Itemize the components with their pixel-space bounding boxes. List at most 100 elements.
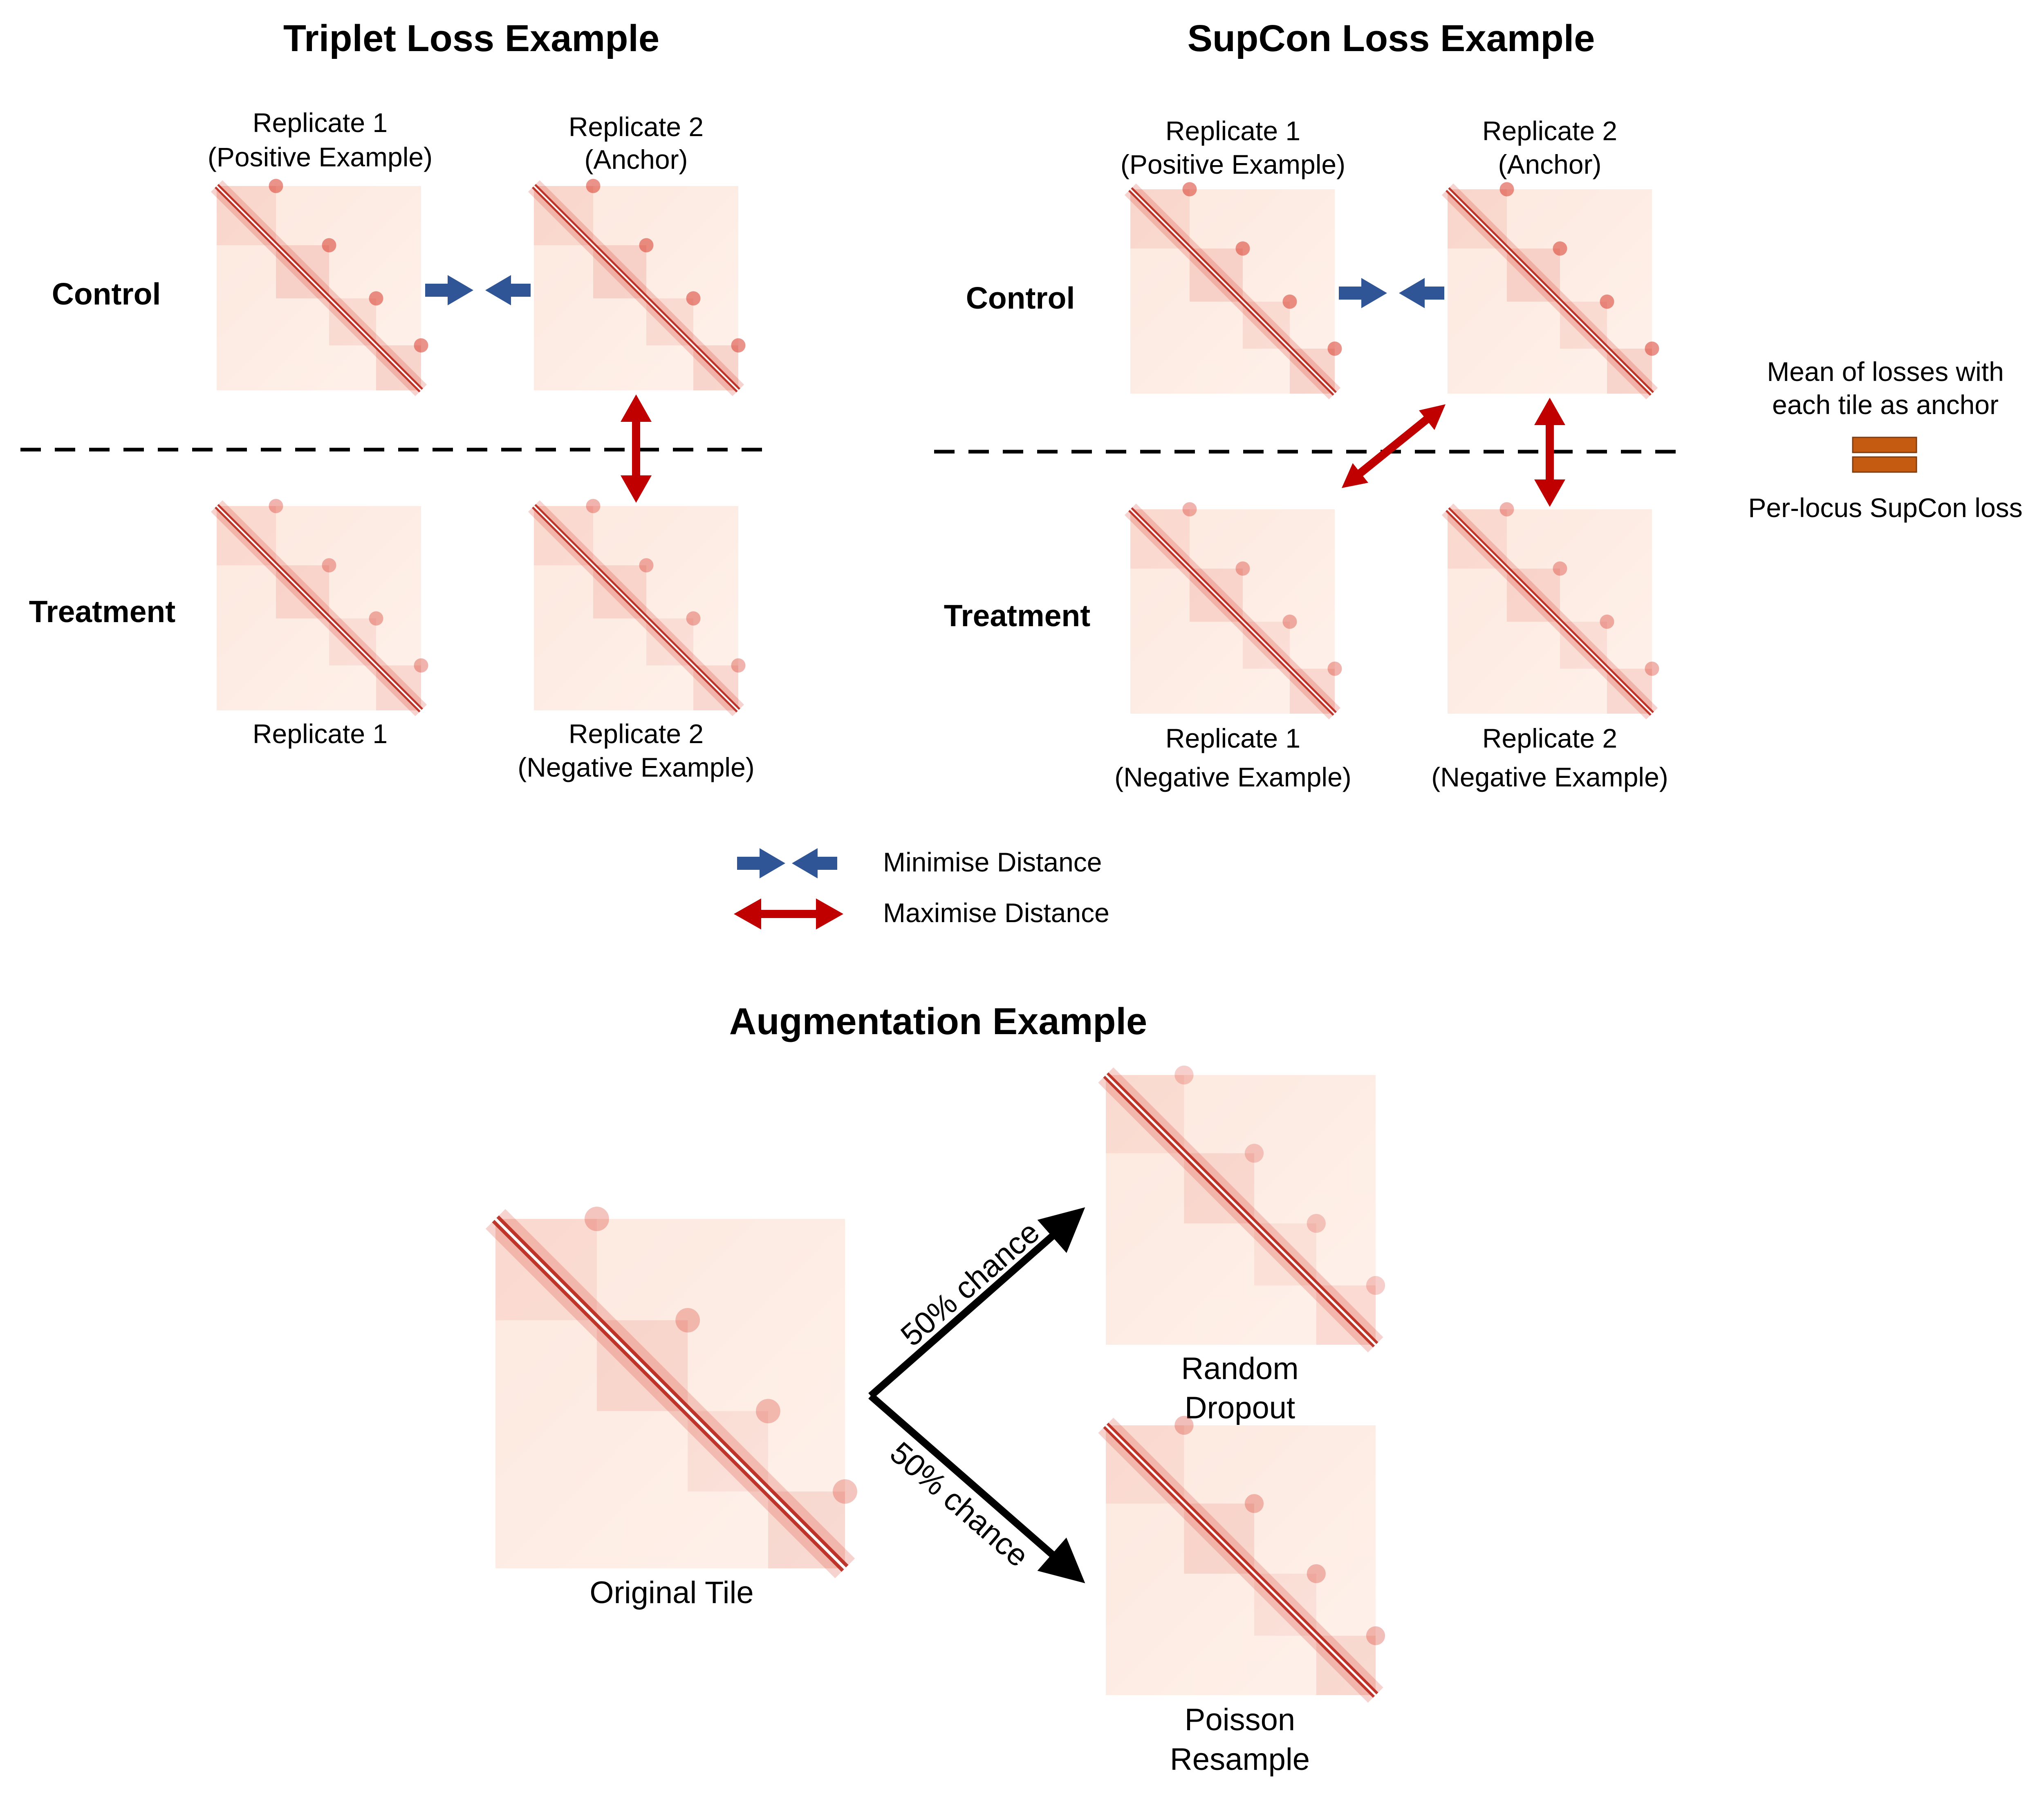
augmentation-poisson-tile-corner-peak — [1366, 1626, 1385, 1645]
supcon-minimise-arrow-right-icon — [1339, 278, 1387, 308]
supcon-ctrl-rep1-title: Replicate 1 — [1165, 116, 1300, 146]
augmentation-dropout-label-line2: Dropout — [1185, 1391, 1295, 1425]
supcon-treatment-rep1-tile-corner-peak — [1182, 502, 1197, 517]
supcon-minimise-arrows — [1339, 278, 1444, 308]
supcon-treat-rep2-role: (Negative Example) — [1431, 762, 1668, 792]
triplet-maximise-arrow-down-icon — [621, 475, 652, 503]
triplet-treatment-rep2-tile-corner-peak — [639, 558, 654, 573]
augmentation-dropout-tile-corner-peak — [1174, 1065, 1194, 1085]
augmentation-dropout-tile-corner-peak — [1307, 1214, 1326, 1233]
legend-minimise-label: Minimise Distance — [883, 847, 1102, 877]
triplet-control-rep2-tile-diagonal-centre — [533, 185, 739, 391]
supcon-treatment-rep2-tile — [1441, 502, 1659, 720]
triplet-treatment-rep1-tile-diagonal-centre — [216, 505, 422, 711]
equals-sign-bottom-bar-icon — [1852, 456, 1917, 473]
branch-arrow-up-icon — [868, 1207, 1085, 1399]
augmentation-poisson-label-line2: Resample — [1170, 1742, 1310, 1777]
supcon-control-rep2-tile-corner-peak — [1600, 294, 1614, 309]
supcon-treat-rep2-title: Replicate 2 — [1482, 723, 1617, 753]
legend-maximise-label: Maximise Distance — [883, 898, 1109, 928]
supcon-diagonal-arrow-shaft — [1356, 414, 1432, 478]
supcon-ctrl-rep2-role: (Anchor) — [1498, 149, 1601, 179]
legend-minimise-arrow-left-icon — [792, 848, 837, 878]
supcon-title: SupCon Loss Example — [1188, 18, 1595, 59]
triplet-ctrl-rep2-title: Replicate 2 — [569, 112, 704, 142]
triplet-control-rep1-tile-corner-peak — [414, 338, 428, 353]
triplet-row-control: Control — [52, 277, 161, 311]
legend-minimise-arrow-right-icon — [737, 848, 785, 878]
triplet-control-rep2-tile-corner-peak — [686, 291, 701, 306]
supcon-side-note-result: Per-locus SupCon loss — [1748, 493, 2022, 523]
supcon-control-rep1-tile — [1124, 182, 1342, 400]
branch-up-probability-label: 50% chance — [894, 1214, 1046, 1353]
augmentation-original-label: Original Tile — [589, 1575, 753, 1610]
triplet-control-rep1-tile-corner-peak — [322, 238, 336, 253]
augmentation-poisson-tile-corner-peak — [1174, 1415, 1194, 1435]
supcon-maximise-arrow-vertical — [1534, 398, 1565, 507]
triplet-maximise-arrow — [621, 394, 652, 503]
triplet-control-rep1-tile-corner-peak — [269, 179, 283, 193]
supcon-control-rep2-tile — [1441, 182, 1659, 400]
triplet-maximise-arrow-up-icon — [621, 394, 652, 422]
supcon-treatment-rep1-tile-corner-peak — [1235, 561, 1250, 576]
supcon-diagonal-arrow-tail-icon — [1342, 463, 1368, 488]
triplet-treatment-rep2-tile — [528, 499, 746, 717]
augmentation-panel: Augmentation Example Original Tile Rando… — [485, 1001, 1385, 1777]
supcon-control-rep2-tile-corner-peak — [1553, 241, 1567, 256]
supcon-side-note: Mean of losses with each tile as anchor … — [1748, 356, 2022, 523]
triplet-row-treatment: Treatment — [29, 594, 175, 629]
supcon-treatment-rep2-tile-corner-peak — [1600, 614, 1614, 629]
triplet-control-rep2-tile-corner-peak — [731, 338, 746, 353]
supcon-ctrl-rep2-title: Replicate 2 — [1482, 116, 1617, 146]
triplet-control-rep1-tile-corner-peak — [369, 291, 383, 306]
triplet-control-rep1-tile-diagonal-centre — [216, 185, 422, 391]
supcon-row-treatment: Treatment — [944, 598, 1090, 633]
triplet-treatment-rep2-tile-corner-peak — [586, 499, 601, 513]
augmentation-dropout-label-line1: Random — [1181, 1351, 1298, 1386]
augmentation-poisson-tile — [1098, 1415, 1385, 1703]
augmentation-original-tile-corner-peak — [755, 1399, 780, 1424]
branch-down-probability-label: 50% chance — [883, 1435, 1035, 1574]
augmentation-original-tile — [485, 1207, 857, 1579]
augmentation-original-tile-corner-peak — [833, 1479, 857, 1504]
triplet-treatment-rep1-tile-corner-peak — [322, 558, 336, 573]
augmentation-poisson-tile-diagonal-centre — [1105, 1424, 1376, 1696]
triplet-treat-rep2-title: Replicate 2 — [569, 719, 704, 749]
supcon-control-rep2-tile-corner-peak — [1499, 182, 1514, 197]
supcon-diagonal-arrow-head-icon — [1419, 404, 1446, 430]
branch-arrow-down-icon — [868, 1393, 1085, 1583]
triplet-ctrl-rep1-title: Replicate 1 — [253, 108, 388, 138]
augmentation-original-tile-diagonal-centre — [494, 1218, 846, 1570]
supcon-loss-panel: SupCon Loss Example Control Treatment Re… — [934, 18, 2023, 792]
triplet-treat-rep2-role: (Negative Example) — [518, 752, 755, 782]
triplet-control-rep1-tile — [211, 179, 428, 396]
supcon-control-rep1-tile-corner-peak — [1182, 182, 1197, 197]
supcon-maximise-arrow-diagonal — [1342, 404, 1446, 488]
triplet-treatment-rep2-tile-corner-peak — [686, 611, 701, 626]
supcon-side-note-line1: Mean of losses with — [1767, 356, 2004, 387]
supcon-control-rep2-tile-diagonal-centre — [1447, 188, 1653, 394]
supcon-control-rep2-tile-corner-peak — [1645, 341, 1659, 356]
triplet-ctrl-rep2-role: (Anchor) — [584, 144, 688, 175]
triplet-control-rep2-tile-corner-peak — [586, 179, 601, 193]
augmentation-title: Augmentation Example — [729, 1001, 1147, 1042]
supcon-treatment-rep1-tile — [1124, 502, 1342, 720]
supcon-treatment-rep1-tile-diagonal-centre — [1130, 508, 1336, 714]
supcon-row-control: Control — [966, 281, 1075, 315]
triplet-control-rep2-tile — [528, 179, 746, 396]
augmentation-original-tile-corner-peak — [585, 1207, 609, 1231]
triplet-loss-panel: Triplet Loss Example Control Treatment R… — [20, 18, 769, 782]
supcon-treatment-rep2-tile-corner-peak — [1645, 661, 1659, 676]
supcon-treat-rep1-title: Replicate 1 — [1165, 723, 1300, 753]
augmentation-poisson-tile-corner-peak — [1307, 1564, 1326, 1583]
augmentation-original-tile-corner-peak — [675, 1308, 700, 1333]
supcon-vertical-arrow-up-icon — [1534, 398, 1565, 425]
augmentation-poisson-tile-corner-peak — [1244, 1494, 1264, 1513]
supcon-control-rep1-tile-corner-peak — [1235, 241, 1250, 256]
legend: Minimise Distance Maximise Distance — [734, 847, 1109, 929]
supcon-treatment-rep1-tile-corner-peak — [1282, 614, 1297, 629]
supcon-minimise-arrow-left-icon — [1399, 278, 1444, 308]
supcon-ctrl-rep1-role: (Positive Example) — [1121, 149, 1345, 179]
triplet-ctrl-rep1-role: (Positive Example) — [208, 142, 433, 172]
